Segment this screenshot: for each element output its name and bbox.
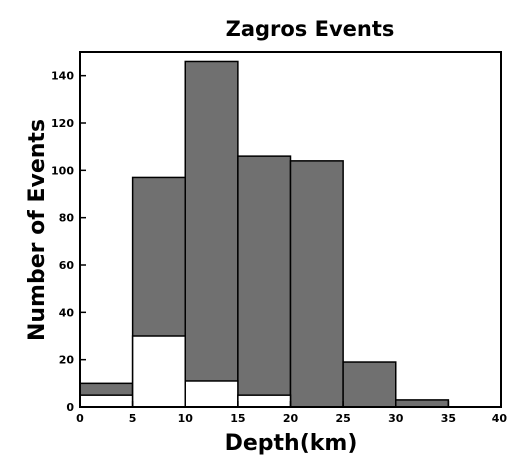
y-tick-label: 60 (59, 259, 75, 272)
bar-15-20km (237, 155, 292, 408)
x-axis-label: Depth(km) (225, 431, 358, 456)
y-tick-label: 0 (66, 401, 74, 414)
x-tick-label: 10 (178, 412, 194, 425)
x-tick-label: 40 (492, 412, 508, 425)
y-tick-label: 100 (51, 164, 74, 177)
x-tick-label: 25 (335, 412, 350, 425)
y-axis-ticks: 0 20 40 60 80 100 120 140 (51, 70, 86, 414)
y-tick-label: 120 (51, 117, 74, 130)
bar-20-25km (289, 160, 344, 408)
bar-10-15km (184, 60, 239, 408)
subset-bar-15-20km (237, 394, 292, 408)
subset-bar-5-10km (131, 335, 186, 408)
y-tick-label: 40 (59, 306, 75, 319)
y-axis-label: Number of Events (25, 119, 50, 341)
x-tick-label: 15 (230, 412, 245, 425)
bar-25-30km (342, 361, 397, 408)
x-tick-label: 5 (129, 412, 137, 425)
x-tick-label: 0 (76, 412, 84, 425)
y-tick-label: 140 (51, 70, 74, 83)
x-axis-ticks: 0 5 10 15 20 25 30 35 40 (76, 401, 507, 425)
x-tick-label: 20 (283, 412, 299, 425)
bars-group (79, 60, 450, 408)
x-tick-label: 30 (388, 412, 404, 425)
y-tick-label: 20 (59, 354, 75, 367)
bar-30-35km (395, 399, 450, 408)
subset-bar-0-5km (79, 394, 134, 408)
y-tick-label: 80 (59, 212, 75, 225)
chart-title: Zagros Events (226, 17, 395, 41)
x-tick-label: 35 (441, 412, 456, 425)
subset-bars-group (79, 335, 292, 408)
subset-bar-10-15km (184, 380, 239, 408)
